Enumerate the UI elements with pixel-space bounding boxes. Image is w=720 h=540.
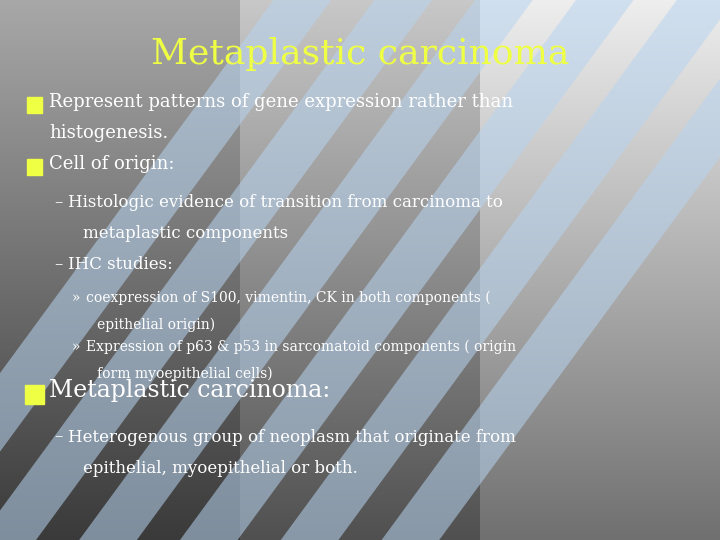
Text: metaplastic components: metaplastic components: [83, 225, 288, 242]
Text: Cell of origin:: Cell of origin:: [49, 155, 174, 173]
Text: –: –: [54, 429, 63, 446]
Text: IHC studies:: IHC studies:: [68, 256, 173, 273]
Text: histogenesis.: histogenesis.: [49, 124, 168, 142]
Polygon shape: [281, 0, 720, 540]
Polygon shape: [0, 0, 432, 540]
Text: form myoepithelial cells): form myoepithelial cells): [97, 366, 273, 381]
Text: »: »: [72, 340, 81, 354]
Polygon shape: [0, 0, 331, 540]
Text: epithelial, myoepithelial or both.: epithelial, myoepithelial or both.: [83, 460, 358, 477]
Polygon shape: [79, 0, 533, 540]
Text: Metaplastic carcinoma: Metaplastic carcinoma: [150, 37, 570, 71]
Text: Metaplastic carcinoma:: Metaplastic carcinoma:: [49, 379, 330, 402]
Text: Histologic evidence of transition from carcinoma to: Histologic evidence of transition from c…: [68, 194, 503, 211]
FancyBboxPatch shape: [25, 385, 44, 403]
Text: coexpression of S100, vimentin, CK in both components (: coexpression of S100, vimentin, CK in bo…: [86, 291, 491, 305]
Text: Heterogenous group of neoplasm that originate from: Heterogenous group of neoplasm that orig…: [68, 429, 516, 446]
Text: Represent patterns of gene expression rather than: Represent patterns of gene expression ra…: [49, 93, 513, 111]
Text: –: –: [54, 194, 63, 211]
Polygon shape: [180, 0, 634, 540]
Text: –: –: [54, 256, 63, 273]
Text: »: »: [72, 291, 81, 305]
Polygon shape: [382, 0, 720, 540]
Text: epithelial origin): epithelial origin): [97, 318, 215, 332]
Text: Expression of p63 & p53 in sarcomatoid components ( origin: Expression of p63 & p53 in sarcomatoid c…: [86, 339, 516, 354]
FancyBboxPatch shape: [27, 159, 42, 176]
FancyBboxPatch shape: [27, 97, 42, 113]
